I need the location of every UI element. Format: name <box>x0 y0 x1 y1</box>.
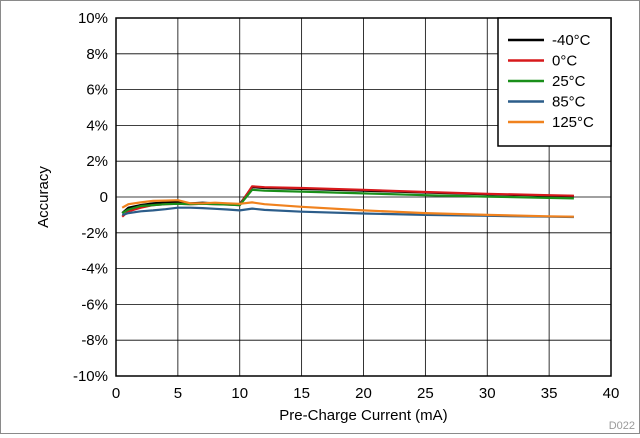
x-tick-label: 20 <box>355 385 372 402</box>
y-tick-label: -10% <box>73 368 108 385</box>
y-tick-label: 2% <box>86 153 108 170</box>
legend-entry: -40°C <box>552 32 591 49</box>
y-tick-label: -6% <box>81 296 108 313</box>
y-tick-label: 8% <box>86 46 108 63</box>
x-tick-label: 30 <box>479 385 496 402</box>
x-tick-label: 35 <box>541 385 558 402</box>
y-tick-label: 6% <box>86 82 108 99</box>
y-tick-labels: -10% -8% -6% -4% -2% 0 2% 4% 6% 8% 10% <box>73 10 108 385</box>
y-tick-label: -8% <box>81 332 108 349</box>
y-tick-label: -4% <box>81 261 108 278</box>
legend-entry: 0°C <box>552 53 577 70</box>
series-line <box>121 188 574 215</box>
x-tick-label: 25 <box>417 385 434 402</box>
series-line <box>121 199 574 218</box>
x-tick-label: 10 <box>231 385 248 402</box>
y-tick-label: 0 <box>100 189 108 206</box>
y-axis-label: Accuracy <box>35 166 52 228</box>
x-tick-label: 5 <box>174 385 182 402</box>
y-tick-label: -2% <box>81 225 108 242</box>
series-line <box>121 206 574 219</box>
x-tick-label: 0 <box>112 385 120 402</box>
figure-id-label: D022 <box>609 420 635 432</box>
x-tick-labels: 0 5 10 15 20 25 30 35 40 <box>112 385 620 402</box>
legend: -40°C 0°C 25°C 85°C 125°C <box>497 17 612 147</box>
legend-entry: 85°C <box>552 94 586 111</box>
y-tick-label: 10% <box>78 10 108 27</box>
legend-entry: 125°C <box>552 114 594 131</box>
y-tick-label: 4% <box>86 117 108 134</box>
legend-entry: 25°C <box>552 73 586 90</box>
plot-area <box>115 17 612 377</box>
x-tick-label: 15 <box>293 385 310 402</box>
series-lines <box>121 185 574 219</box>
x-tick-label: 40 <box>603 385 620 402</box>
x-axis-label: Pre-Charge Current (mA) <box>279 407 447 424</box>
